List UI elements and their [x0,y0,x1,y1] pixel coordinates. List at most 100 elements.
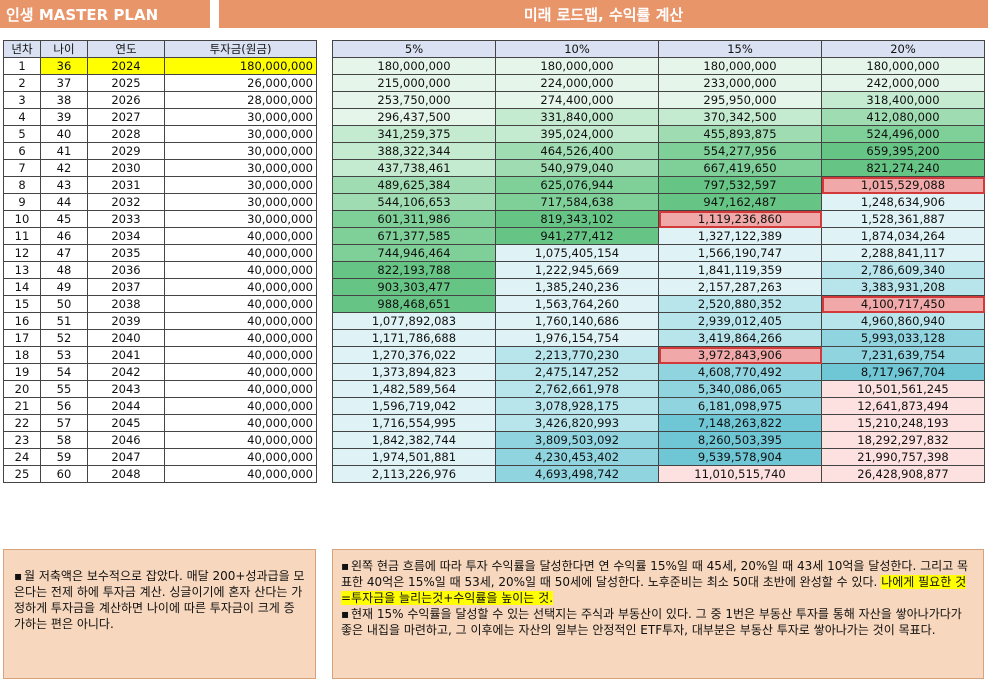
cell-rate-10: 1,760,140,686 [495,312,659,330]
cell-amt: 40,000,000 [164,329,317,347]
cell-age: 43 [40,176,88,194]
cell-rate-10: 180,000,000 [495,57,659,75]
cell-rate-5: 1,596,719,042 [332,397,496,415]
col-header-rate-15: 15% [658,40,822,58]
cell-rate-5: 1,270,376,022 [332,346,496,364]
cell-year-num: 2 [3,74,41,92]
cell-amt: 40,000,000 [164,227,317,245]
cell-year-num: 19 [3,363,41,381]
cell-rate-5: 215,000,000 [332,74,496,92]
cell-rate-15: 3,972,843,906 [658,346,822,364]
cell-age: 50 [40,295,88,313]
cell-rate-10: 819,343,102 [495,210,659,228]
cell-rate-10: 3,078,928,175 [495,397,659,415]
cell-age: 38 [40,91,88,109]
cell-rate-15: 4,608,770,492 [658,363,822,381]
cell-amt: 30,000,000 [164,142,317,160]
cell-age: 52 [40,329,88,347]
cell-rate-10: 3,426,820,993 [495,414,659,432]
cell-year-num: 18 [3,346,41,364]
cell-year: 2032 [87,193,165,211]
cell-amt: 40,000,000 [164,380,317,398]
cell-amt: 26,000,000 [164,74,317,92]
table-row: 20 55 2043 40,000,000 [3,380,317,398]
cell-rate-10: 3,809,503,092 [495,431,659,449]
cell-rate-5: 437,738,461 [332,159,496,177]
cell-year: 2026 [87,91,165,109]
table-row: 9 44 2032 30,000,000 [3,193,317,211]
cell-year: 2024 [87,57,165,75]
cell-rate-15: 1,841,119,359 [658,261,822,279]
cell-year: 2044 [87,397,165,415]
table-row: 17 52 2040 40,000,000 [3,329,317,347]
cell-rate-20: 412,080,000 [821,108,985,126]
cell-rate-5: 822,193,788 [332,261,496,279]
cell-rate-10: 717,584,638 [495,193,659,211]
analysis-note-box: ▪ 왼쪽 현금 흐름에 따라 투자 수익률을 달성한다면 연 수익률 15%일 때… [332,549,984,679]
cell-rate-10: 941,277,412 [495,227,659,245]
bullet-icon: ▪ [341,559,350,573]
cell-amt: 40,000,000 [164,363,317,381]
table-row: 24 59 2047 40,000,000 [3,448,317,466]
cell-rate-5: 1,716,554,995 [332,414,496,432]
cell-rate-10: 331,840,000 [495,108,659,126]
cell-year-num: 4 [3,108,41,126]
table-row: 18 53 2041 40,000,000 [3,346,317,364]
cell-year: 2036 [87,261,165,279]
cell-age: 49 [40,278,88,296]
cell-rate-10: 224,000,000 [495,74,659,92]
table-row: 4 39 2027 30,000,000 [3,108,317,126]
cell-year: 2041 [87,346,165,364]
cell-amt: 30,000,000 [164,108,317,126]
cell-age: 51 [40,312,88,330]
table-row: 22 57 2045 40,000,000 [3,414,317,432]
savings-note: ▪ 월 저축액은 보수적으로 잡았다. 매달 200+성과급을 모은다는 전제 하… [14,568,305,632]
cell-year: 2038 [87,295,165,313]
cell-age: 44 [40,193,88,211]
cell-age: 54 [40,363,88,381]
cell-rate-15: 2,520,880,352 [658,295,822,313]
cell-age: 47 [40,244,88,262]
cell-rate-15: 2,939,012,405 [658,312,822,330]
cell-rate-5: 1,373,894,823 [332,363,496,381]
bullet-icon: ▪ [14,569,23,583]
cell-year: 2042 [87,363,165,381]
table-row: 6 41 2029 30,000,000 [3,142,317,160]
cell-rate-5: 341,259,375 [332,125,496,143]
table-row: 8 43 2031 30,000,000 [3,176,317,194]
cell-year-num: 10 [3,210,41,228]
table-row: 23 58 2046 40,000,000 [3,431,317,449]
cell-age: 48 [40,261,88,279]
cell-rate-15: 455,893,875 [658,125,822,143]
cell-rate-15: 667,419,650 [658,159,822,177]
cell-rate-15: 9,539,578,904 [658,448,822,466]
table-row: 25 60 2048 40,000,000 [3,465,317,483]
col-header-principal: 투자금(원금) [164,40,317,58]
col-header-rate-10: 10% [495,40,659,58]
cell-rate-5: 2,113,226,976 [332,465,496,483]
cell-year-num: 13 [3,261,41,279]
cell-rate-5: 544,106,653 [332,193,496,211]
cell-year-num: 1 [3,57,41,75]
table-row: 3 38 2026 28,000,000 [3,91,317,109]
table-row: 215,000,000 224,000,000 233,000,000 242,000… [332,74,985,92]
cell-age: 59 [40,448,88,466]
cell-age: 46 [40,227,88,245]
cell-year: 2048 [87,465,165,483]
cell-year: 2037 [87,278,165,296]
cell-year: 2027 [87,108,165,126]
cell-year-num: 14 [3,278,41,296]
cell-amt: 40,000,000 [164,261,317,279]
cell-rate-20: 3,383,931,208 [821,278,985,296]
cell-rate-10: 1,222,945,669 [495,261,659,279]
cell-rate-5: 1,171,786,688 [332,329,496,347]
cell-rate-20: 10,501,561,245 [821,380,985,398]
table-row: 2,113,226,976 4,693,498,742 11,010,515,740… [332,465,985,483]
cell-amt: 40,000,000 [164,278,317,296]
table-row: 15 50 2038 40,000,000 [3,295,317,313]
col-header-rate-5: 5% [332,40,496,58]
cell-year: 2047 [87,448,165,466]
table-row: 544,106,653 717,584,638 947,162,487 1,248,6… [332,193,985,211]
table-row: 296,437,500 331,840,000 370,342,500 412,080… [332,108,985,126]
cell-amt: 40,000,000 [164,346,317,364]
